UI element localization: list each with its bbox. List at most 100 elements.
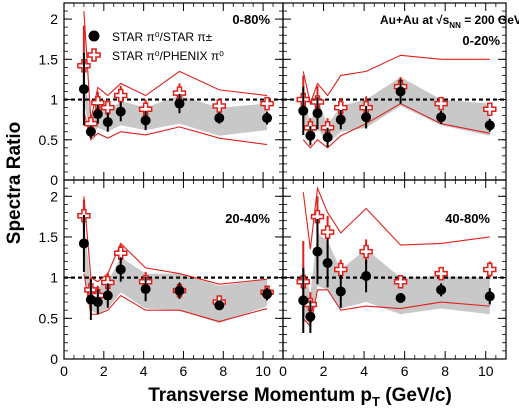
data-point-star (262, 113, 273, 124)
envelope-upper (83, 196, 268, 285)
data-point-star (298, 105, 309, 116)
series-star (298, 219, 495, 333)
y-axis-title: Spectra Ratio (4, 122, 25, 244)
centrality-label: 0-80% (232, 12, 270, 27)
envelope-lower (302, 102, 490, 149)
data-point-star (361, 112, 372, 123)
data-point-star (140, 115, 151, 126)
data-point-phenix (434, 266, 448, 281)
plot-area (283, 54, 506, 149)
envelope-upper (302, 185, 490, 250)
envelope-upper (83, 11, 268, 120)
data-point-star (335, 114, 346, 125)
data-point-star (78, 84, 89, 95)
ticks (63, 180, 283, 360)
panel-frame (63, 179, 284, 360)
x-axis-title-main: Transverse Momentum p (148, 385, 372, 406)
data-point-phenix (101, 100, 115, 115)
y-tick-label: 2 (50, 11, 58, 27)
legend-star-marker (88, 30, 100, 42)
data-point-phenix (91, 96, 105, 110)
data-point-star (102, 117, 113, 128)
sqrt-symbol: √ (436, 13, 443, 27)
panel-bottom-left: 0 0.5 1 1.5 2 0 2 4 6 8 10 20-40% (39, 179, 284, 379)
data-point-phenix (483, 262, 497, 277)
x-tick-label: 4 (140, 363, 148, 379)
data-point-star (436, 284, 447, 295)
data-point-star (322, 132, 333, 143)
data-point-star (115, 264, 126, 275)
data-point-star (92, 297, 103, 308)
panel-group: 00.511.52 0-80%0-20%00.511.520 2 4 6 8 1020-40… (39, 2, 507, 379)
data-point-star (262, 288, 273, 299)
y-tick-label: 0 (50, 172, 58, 188)
data-point-phenix (310, 209, 325, 224)
x-tick-label: 6 (180, 363, 188, 379)
x-axis-title: Transverse Momentum pT (GeV/c) (148, 385, 452, 409)
x-tick-label: 0 (60, 363, 68, 379)
y-tick-label: 1 (50, 270, 58, 286)
data-point-star (214, 113, 225, 124)
envelope-lower (83, 273, 268, 323)
data-point-star (335, 286, 346, 297)
data-point-phenix (334, 262, 348, 277)
data-point-star (484, 291, 495, 302)
data-point-phenix (334, 100, 348, 115)
data-point-phenix (393, 274, 408, 289)
data-point-phenix (113, 246, 128, 260)
systematic-band (83, 220, 268, 324)
data-point-star (305, 130, 316, 141)
series-star (78, 214, 273, 320)
x-axis-title-sub: T (372, 394, 380, 409)
ticks (282, 180, 506, 360)
data-point-star (214, 300, 225, 311)
series-star (298, 79, 495, 148)
y-tick-label: 0.5 (39, 310, 59, 326)
data-point-phenix (138, 102, 153, 116)
energy-value: = 200 GeV (461, 13, 519, 27)
x-tick-label: 2 (320, 363, 328, 379)
data-point-star (305, 311, 316, 322)
collision-label: Au+Au at √sNN = 200 GeV (380, 13, 519, 30)
energy-s: s (443, 13, 450, 27)
data-point-star (140, 284, 151, 295)
data-point-star (312, 246, 323, 257)
x-tick-label: 6 (401, 363, 409, 379)
data-point-star (102, 290, 113, 301)
data-point-star (322, 257, 333, 268)
energy-sub: NN (449, 21, 461, 30)
y-tick-label: 2 (50, 188, 58, 204)
centrality-label: 0-20% (462, 33, 500, 48)
envelope-lower (83, 111, 268, 146)
data-point-phenix (483, 102, 497, 116)
data-point-star (115, 106, 126, 117)
data-point-phenix (212, 99, 227, 113)
x-tick-label: 8 (219, 363, 227, 379)
y-tick-label: 0.5 (39, 132, 59, 148)
data-point-phenix (113, 88, 128, 103)
x-axis-title-unit: (GeV/c) (380, 385, 452, 406)
x-tick-label: 4 (360, 363, 368, 379)
data-point-star (85, 126, 96, 137)
series-star (78, 52, 273, 139)
data-point-star (174, 98, 185, 109)
legend-phenix-label: STAR π⁰/PHENIX π⁰ (112, 49, 224, 63)
panel-top-left: 0 0.5 1 1.5 2 0-80% (39, 2, 284, 188)
data-point-phenix (260, 96, 274, 111)
envelope-upper (302, 54, 490, 106)
data-point-star (361, 271, 372, 282)
x-tick-label: 8 (441, 363, 449, 379)
plot-area (64, 11, 283, 146)
y-tick-label: 1 (50, 92, 58, 108)
data-point-star (174, 285, 185, 296)
y-tick-label: 1.5 (39, 229, 59, 245)
y-tick-label: 1.5 (39, 51, 59, 67)
data-point-star (298, 295, 309, 306)
legend-phenix-marker (87, 48, 101, 62)
data-point-star (395, 292, 406, 303)
panel-top-right: 0-20% (282, 2, 507, 181)
centrality-label: 20-40% (225, 211, 270, 226)
data-point-phenix (434, 96, 448, 111)
legend-star-label: STAR π⁰/STAR π± (112, 30, 213, 44)
